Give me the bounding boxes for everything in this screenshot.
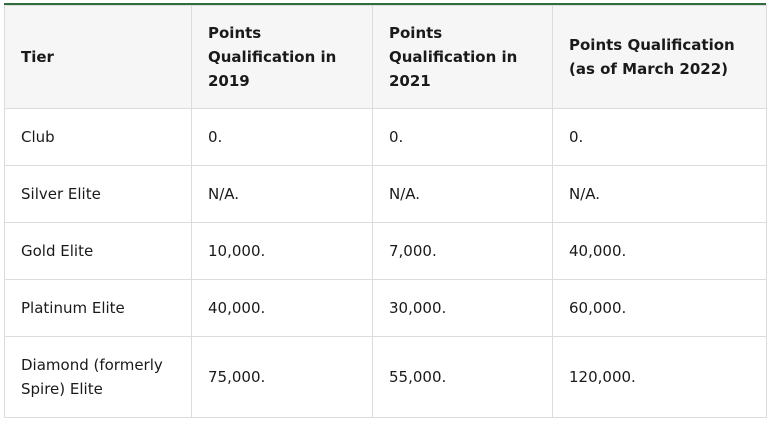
header-cell: Tier — [4, 5, 192, 109]
points-cell: N/A. — [191, 165, 373, 223]
points-cell: 60,000. — [552, 279, 767, 337]
table-row: Diamond (formerly Spire) Elite 75,000. 55,… — [4, 336, 767, 418]
tier-cell: Club — [4, 108, 192, 166]
points-cell: N/A. — [552, 165, 767, 223]
header-cell: Points Qualification in 2021 — [372, 5, 553, 109]
tier-cell: Platinum Elite — [4, 279, 192, 337]
header-row: Tier Points Qualification in 2019 Points Q… — [4, 5, 767, 109]
table-row: Club 0. 0. 0. — [4, 108, 767, 166]
points-cell: 0. — [372, 108, 553, 166]
points-cell: 0. — [552, 108, 767, 166]
header-cell: Points Qualification in 2019 — [191, 5, 373, 109]
points-cell: 120,000. — [552, 336, 767, 418]
points-cell: 40,000. — [552, 222, 767, 280]
table-body: Club 0. 0. 0. Silver Elite N/A. N/A. N/A. Gold E… — [4, 108, 767, 418]
header-cell: Points Qualification (as of March 2022) — [552, 5, 767, 109]
tier-cell: Diamond (formerly Spire) Elite — [4, 336, 192, 418]
tier-cell: Silver Elite — [4, 165, 192, 223]
points-cell: 10,000. — [191, 222, 373, 280]
points-cell: 30,000. — [372, 279, 553, 337]
table-row: Silver Elite N/A. N/A. N/A. — [4, 165, 767, 223]
tier-cell: Gold Elite — [4, 222, 192, 280]
points-cell: N/A. — [372, 165, 553, 223]
points-cell: 75,000. — [191, 336, 373, 418]
table-head: Tier Points Qualification in 2019 Points Q… — [4, 5, 767, 109]
points-cell: 40,000. — [191, 279, 373, 337]
table-row: Gold Elite 10,000. 7,000. 40,000. — [4, 222, 767, 280]
tier-table: Tier Points Qualification in 2019 Points Q… — [4, 5, 767, 418]
table-row: Platinum Elite 40,000. 30,000. 60,000. — [4, 279, 767, 337]
points-cell: 0. — [191, 108, 373, 166]
table-container: Tier Points Qualification in 2019 Points Q… — [4, 3, 767, 418]
points-cell: 55,000. — [372, 336, 553, 418]
points-cell: 7,000. — [372, 222, 553, 280]
